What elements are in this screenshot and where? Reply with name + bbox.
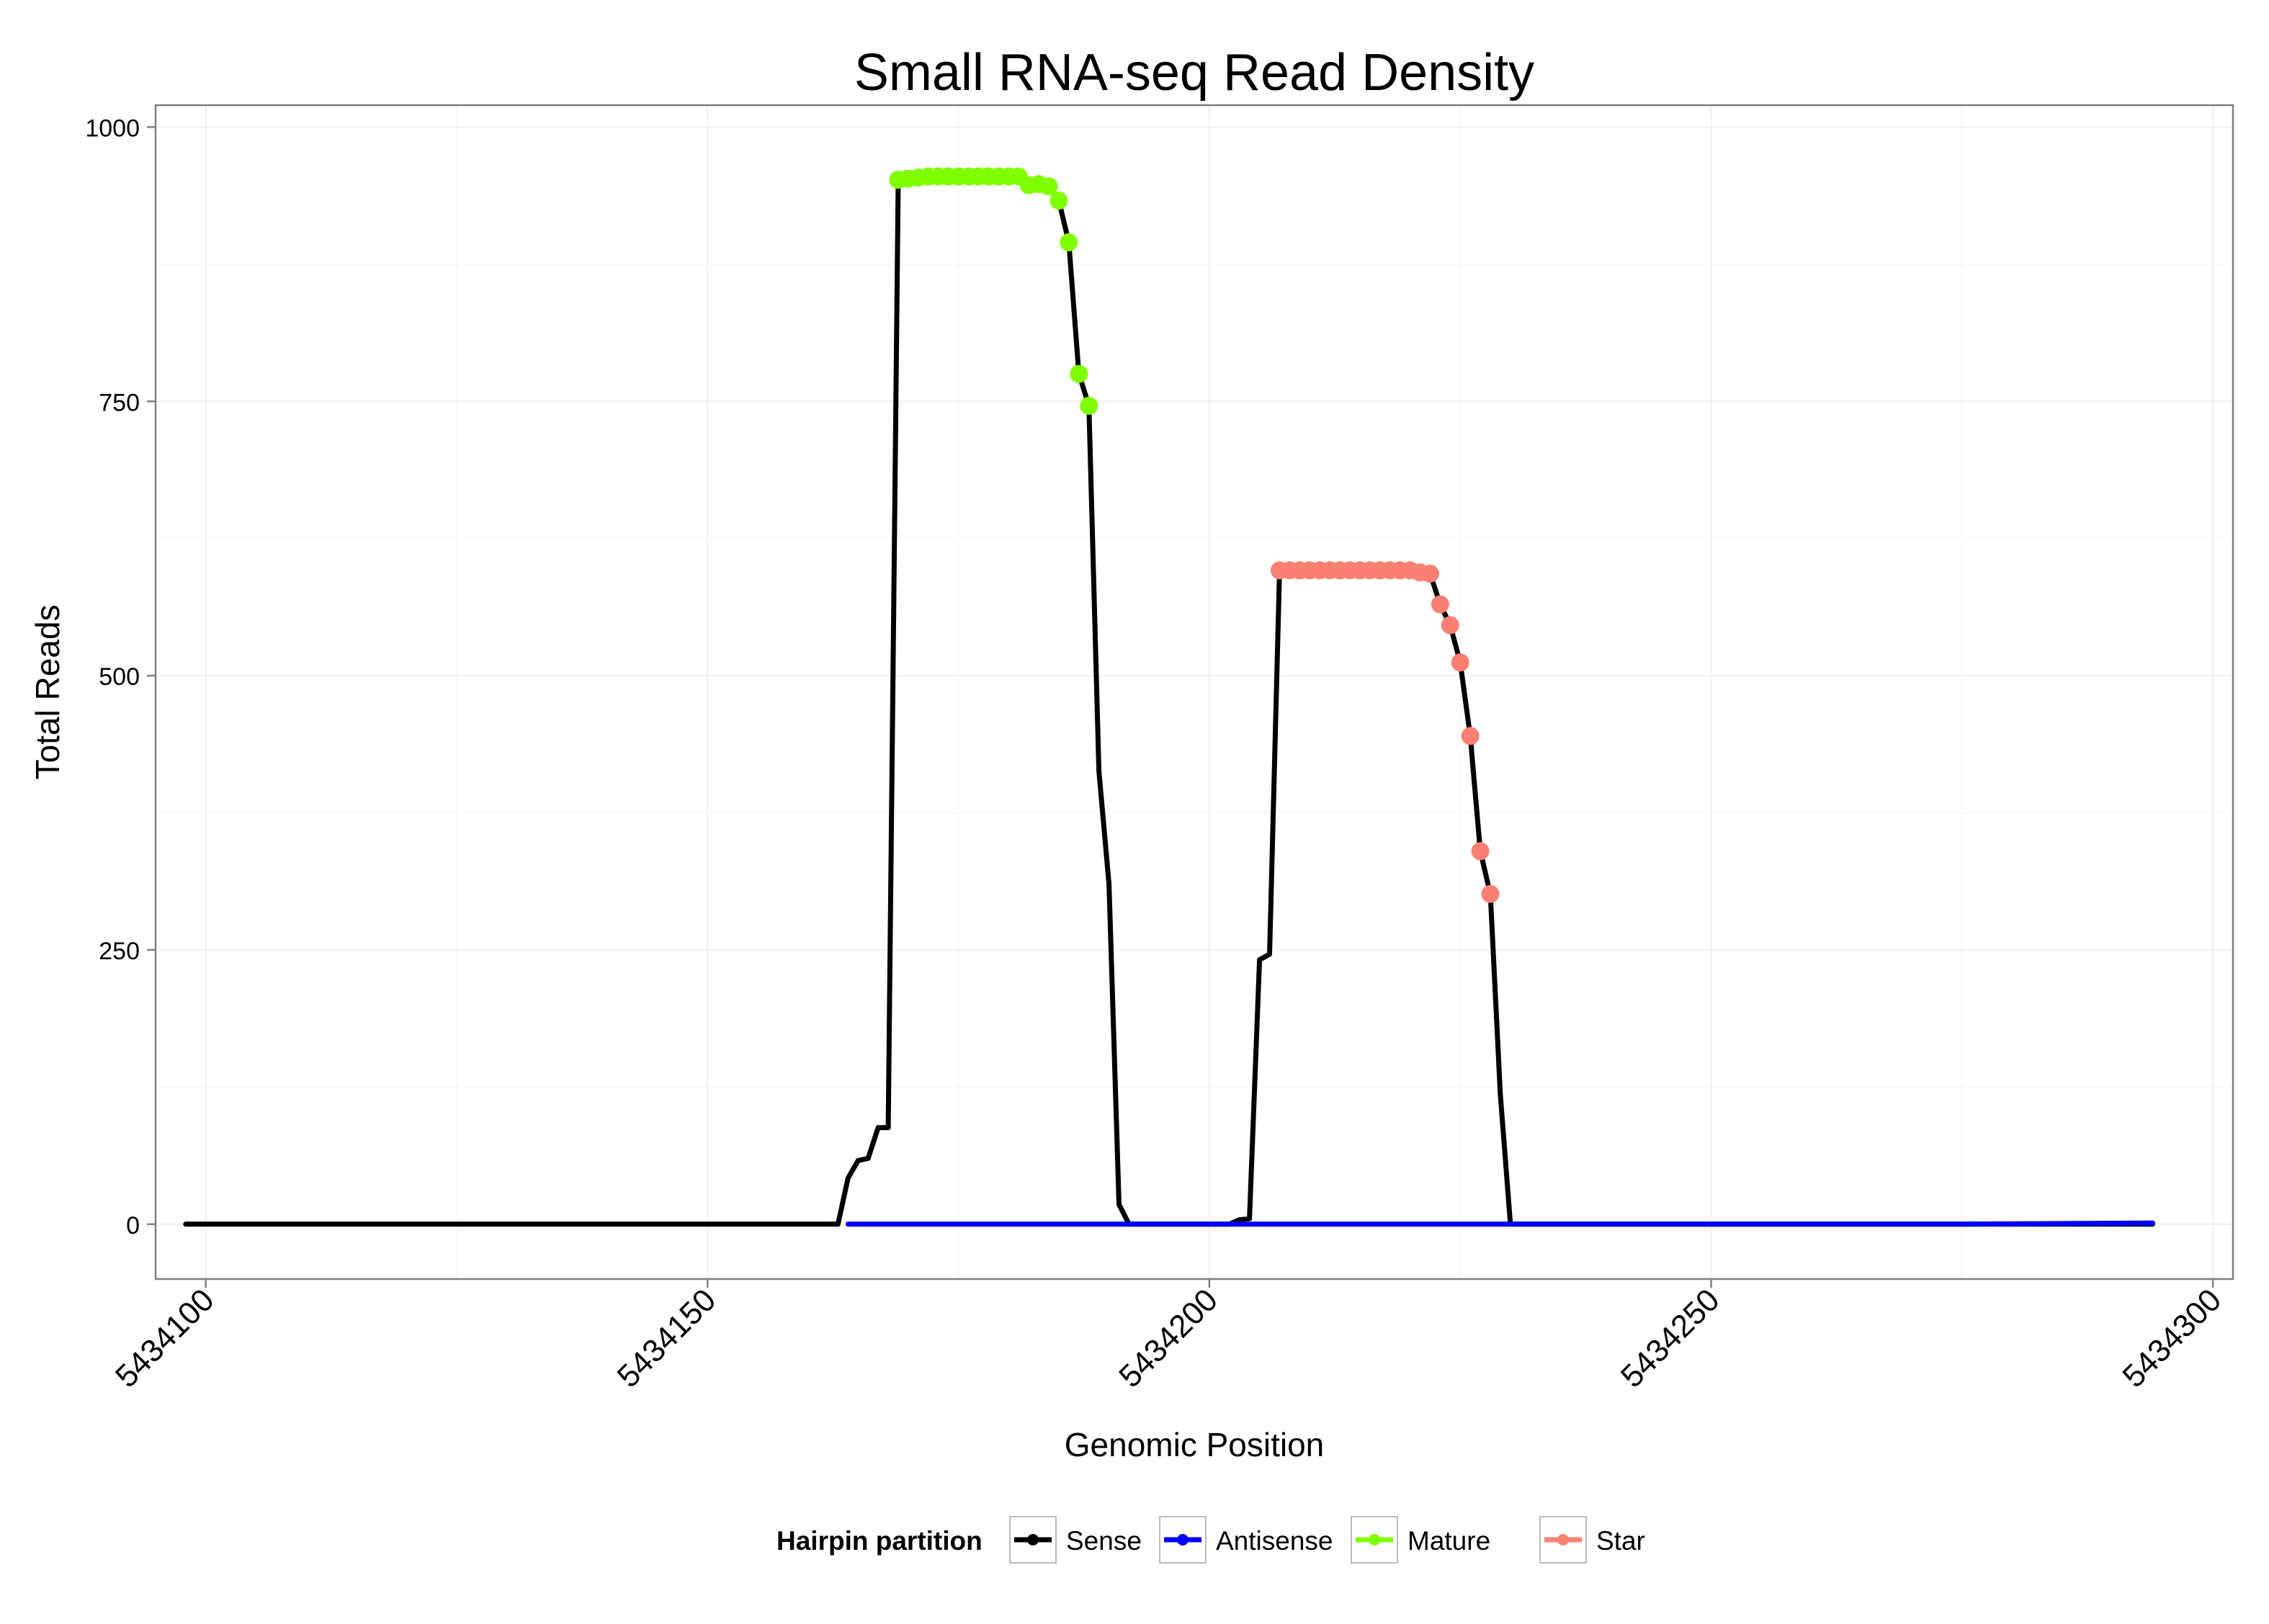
data-point-star: [1420, 564, 1439, 583]
series-layer: [183, 167, 2155, 1227]
y-tick-label: 500: [99, 663, 140, 691]
data-point-mature: [1050, 192, 1068, 210]
data-point-mature: [1039, 177, 1058, 196]
y-tick-label: 0: [126, 1212, 140, 1239]
legend: Hairpin partition Sense Antisense Mature Sta…: [777, 1516, 1645, 1564]
y-axis-label: Total Reads: [29, 605, 66, 780]
data-point-mature: [1060, 233, 1078, 251]
legend-key-point: [1177, 1534, 1189, 1546]
legend-entry-label: Star: [1596, 1526, 1645, 1556]
legend-entry-label: Antisense: [1216, 1526, 1333, 1556]
legend-entry-label: Sense: [1066, 1526, 1142, 1556]
x-axis-label: Genomic Position: [1065, 1426, 1325, 1463]
y-tick-label: 750: [99, 389, 140, 416]
data-point-mature: [1080, 396, 1098, 415]
data-point-star: [1481, 884, 1500, 903]
y-tick-label: 250: [99, 938, 140, 965]
data-point-star: [1451, 653, 1469, 672]
data-point-star: [1441, 616, 1459, 634]
legend-entry-label: Mature: [1408, 1526, 1490, 1556]
legend-key-point: [1557, 1534, 1569, 1546]
data-point-mature: [1070, 364, 1088, 383]
chart-title: Small RNA-seq Read Density: [854, 44, 1534, 102]
legend-key-point: [1027, 1534, 1039, 1546]
data-point-star: [1471, 842, 1490, 861]
legend-key-point: [1369, 1534, 1380, 1546]
legend-title: Hairpin partition: [777, 1526, 983, 1556]
data-point-star: [1431, 595, 1449, 614]
y-tick-label: 1000: [85, 115, 140, 142]
data-point-star: [1461, 727, 1480, 745]
series-line-antisense: [845, 1220, 2155, 1227]
plot-panel-border: [154, 104, 2234, 1280]
